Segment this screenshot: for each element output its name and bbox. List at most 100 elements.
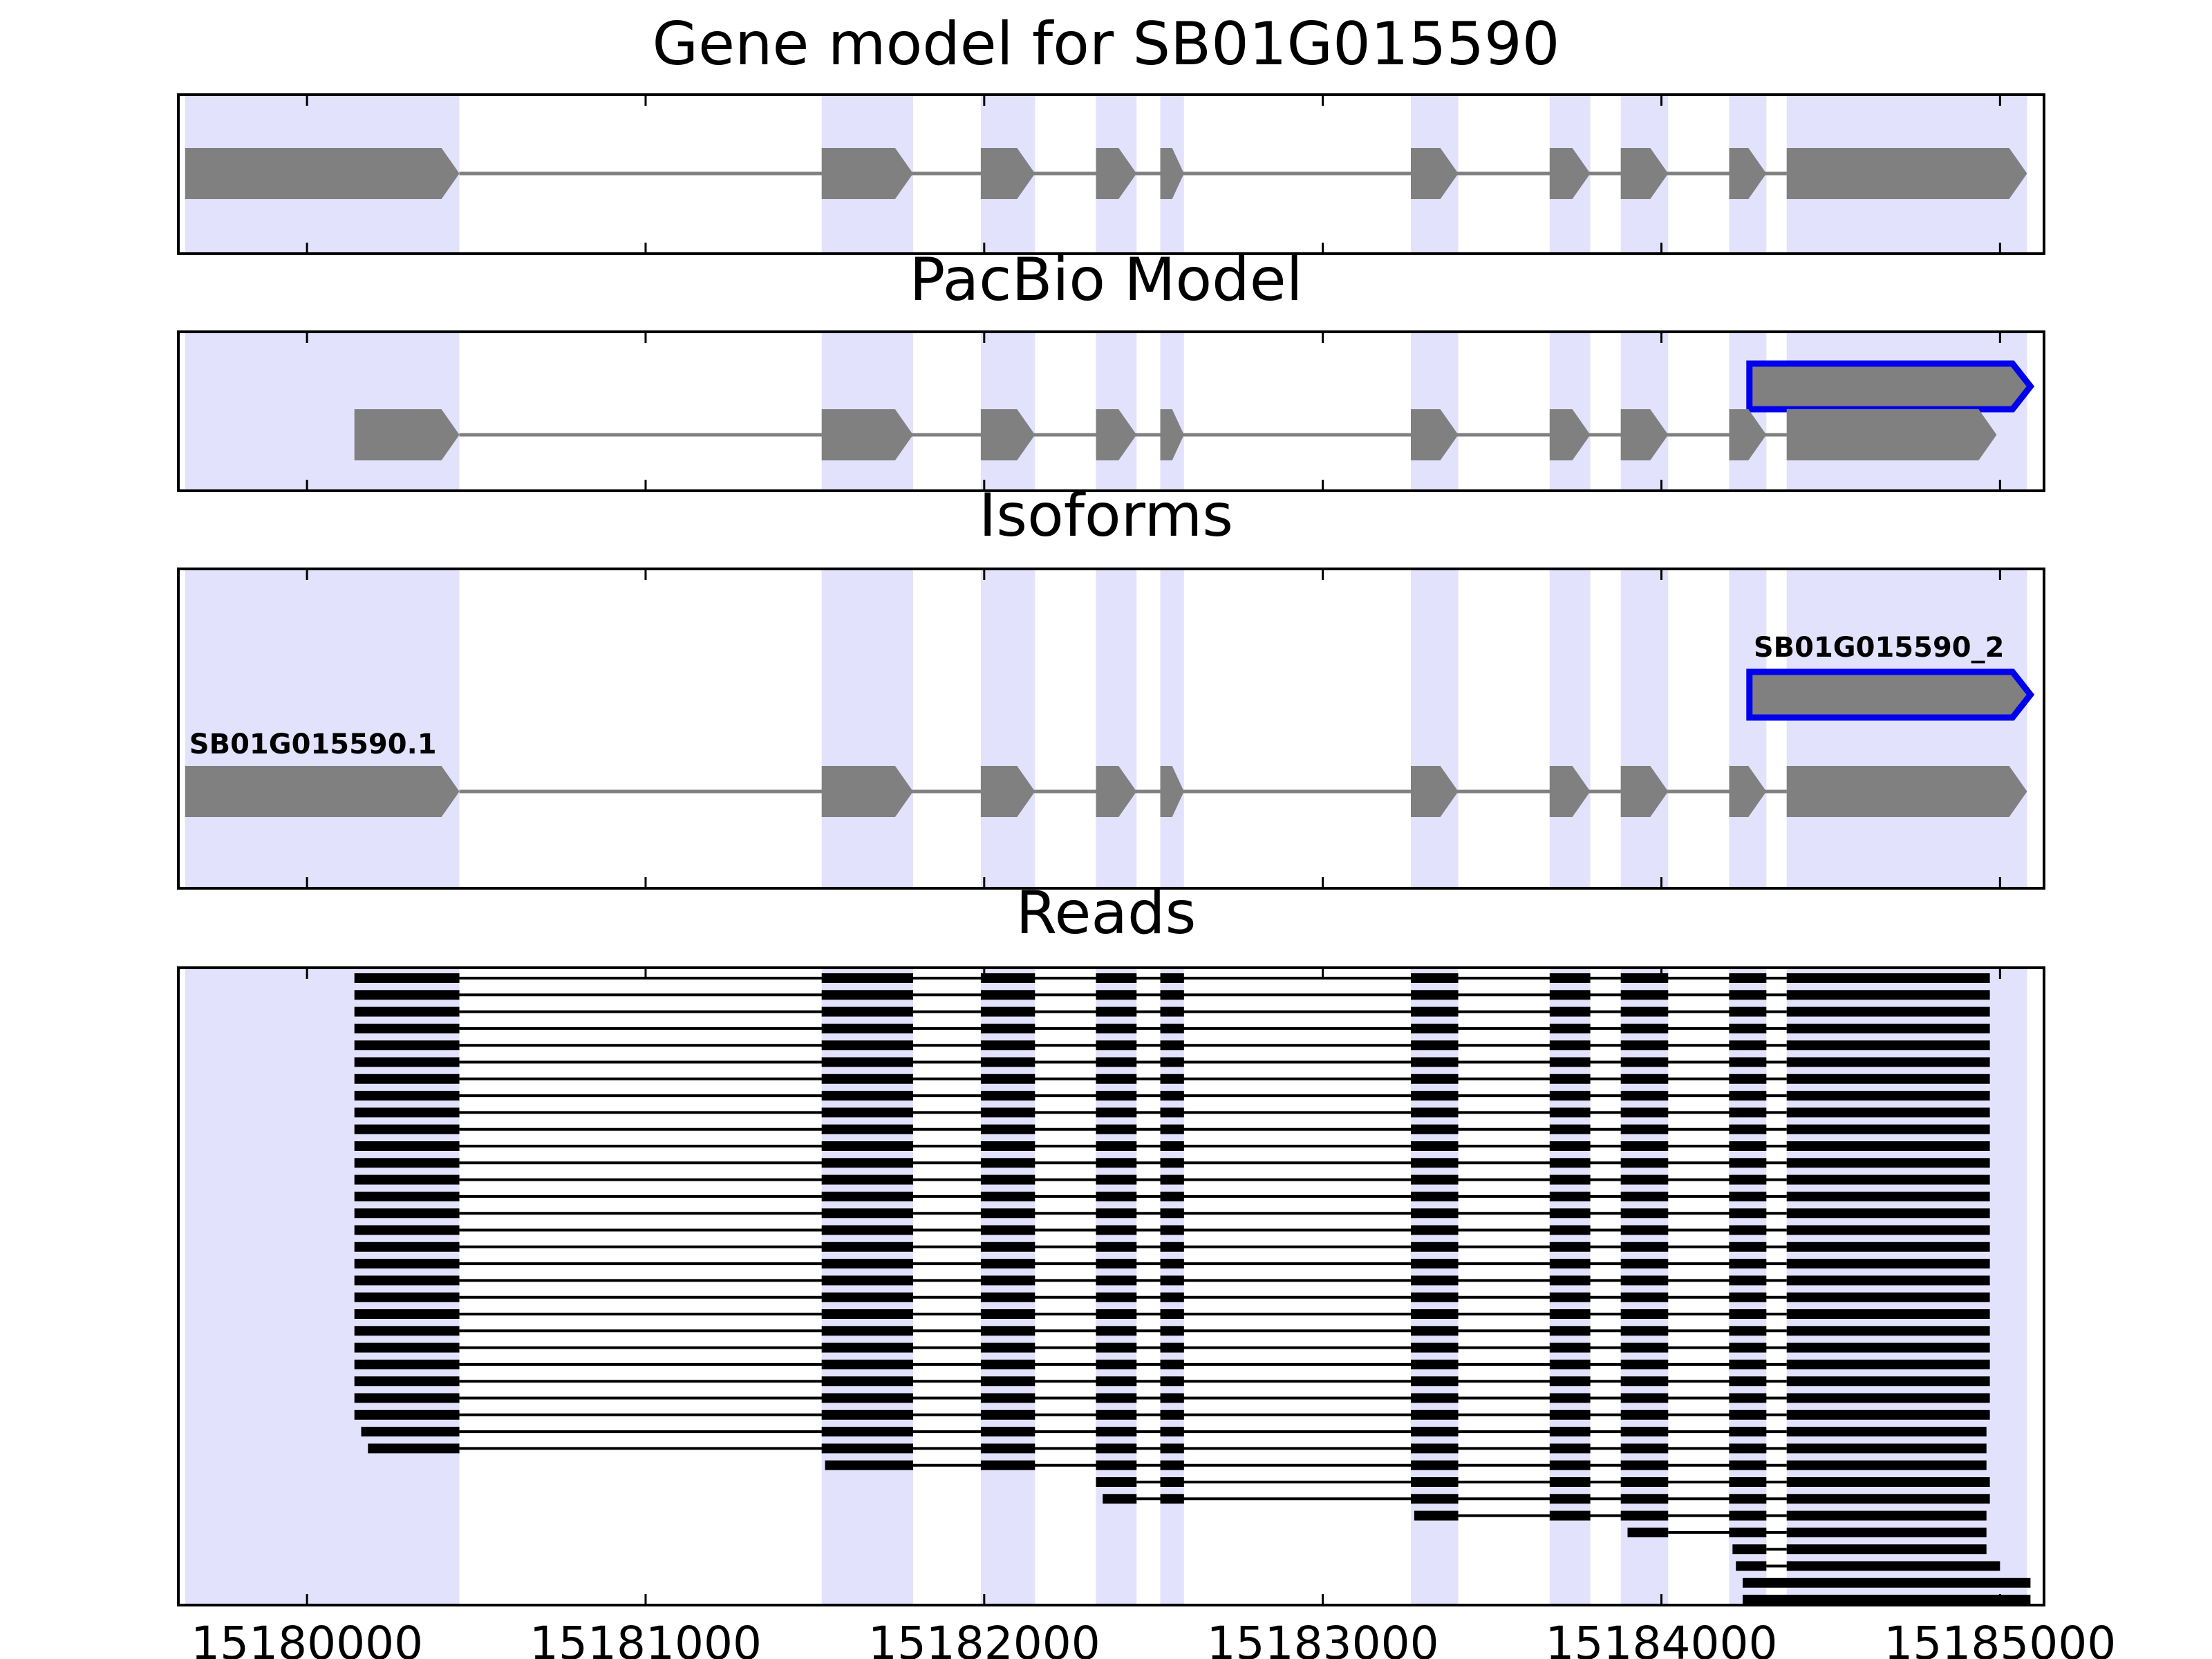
read-exon-block <box>1729 1141 1767 1151</box>
read-exon-block <box>1549 1376 1591 1387</box>
read-exon-block <box>1786 1309 1990 1319</box>
read-exon-block <box>1411 1023 1459 1033</box>
read-exon-block <box>980 1409 1035 1420</box>
exon-highlight-region <box>980 968 1035 1605</box>
read <box>354 1040 1990 1051</box>
read-exon-block <box>1549 1309 1591 1319</box>
read-exon-block <box>1729 1040 1767 1051</box>
read-exon-block <box>1549 1359 1591 1369</box>
read-exon-block <box>1096 1191 1137 1201</box>
read-exon-block <box>1620 1427 1669 1437</box>
exon-block <box>1786 766 2027 817</box>
read-exon-block <box>821 1057 913 1067</box>
highlight-regions <box>185 569 2027 888</box>
read-exon-block <box>1160 1376 1184 1387</box>
axes-frame <box>177 330 2045 492</box>
read-exon-block <box>1786 1527 1987 1537</box>
read-exon-block <box>1729 973 1767 983</box>
read-exon-block <box>1729 990 1767 1000</box>
read-exon-block <box>1411 1141 1459 1151</box>
read-exon-block <box>1096 1057 1137 1067</box>
read-exon-block <box>1729 1259 1767 1269</box>
panel-title-pacbio-model: PacBio Model <box>909 245 1302 315</box>
read <box>1732 1544 1987 1555</box>
read-exon-block <box>1411 1006 1459 1017</box>
read-exon-block <box>1160 1460 1184 1470</box>
exon-block <box>1096 409 1137 460</box>
read-exon-block <box>1729 1477 1767 1487</box>
read-exon-block <box>354 1241 460 1252</box>
read-exon-block <box>1786 1561 2000 1571</box>
read-exon-block <box>354 1259 460 1269</box>
read-exon-block <box>1620 1443 1669 1454</box>
read-exon-block <box>1549 1040 1591 1051</box>
read-exon-block <box>1786 1174 1990 1185</box>
read-exon-block <box>1627 1527 1669 1537</box>
read-exon-block <box>1620 1040 1669 1051</box>
read-exon-block <box>1411 1107 1459 1118</box>
read-exon-block <box>1729 1326 1767 1336</box>
read-exon-block <box>1620 1158 1669 1168</box>
read-exon-block <box>1729 1023 1767 1033</box>
read-exon-block <box>1549 1443 1591 1454</box>
read <box>354 1342 1990 1353</box>
read-exon-block <box>821 1141 913 1151</box>
read-exon-block <box>1729 1309 1767 1319</box>
read-exon-block <box>1160 1057 1184 1067</box>
read <box>354 1141 1990 1151</box>
read-exon-block <box>1411 1427 1459 1437</box>
read-exon-block <box>821 1427 913 1437</box>
track-pacbio-1 <box>354 409 1997 460</box>
read-exon-block <box>1160 1208 1184 1219</box>
read-exon-block <box>1743 1595 2031 1605</box>
read-exon-block <box>1411 1208 1459 1219</box>
read-exon-block <box>1411 1225 1459 1235</box>
read-exon-block <box>980 1376 1035 1387</box>
exon-block <box>1160 148 1184 199</box>
read-exon-block <box>1096 1376 1137 1387</box>
read-exon-block <box>980 1023 1035 1033</box>
read-exon-block <box>1411 1359 1459 1369</box>
read <box>368 1443 1987 1454</box>
panel-title-gene-model: Gene model for SB01G015590 <box>653 10 1560 79</box>
read-exon-block <box>1549 1208 1591 1219</box>
read-exon-block <box>1549 1057 1591 1067</box>
exon-highlight-region <box>821 968 913 1605</box>
read <box>354 1191 1990 1201</box>
exon-highlight-region <box>1786 569 2027 888</box>
read-exon-block <box>354 1275 460 1286</box>
read-exon-block <box>1786 1225 1990 1235</box>
read-exon-block <box>354 1091 460 1101</box>
read-exon-block <box>1620 1460 1669 1470</box>
exon-block <box>1746 668 2035 721</box>
read-exon-block <box>1786 1443 1987 1454</box>
read-exon-block <box>1620 1376 1669 1387</box>
read-exon-block <box>1786 1477 1990 1487</box>
read-exon-block <box>1096 1174 1137 1185</box>
panel-gene-model: Gene model for SB01G015590 <box>177 10 2045 255</box>
read-exon-block <box>821 1074 913 1084</box>
read-exon-block <box>1729 1409 1767 1420</box>
read-exon-block <box>1786 1460 1987 1470</box>
isoform-label: SB01G015590.1 <box>189 729 437 760</box>
read-exon-block <box>1743 1577 2031 1588</box>
read-exon-block <box>1786 1208 1990 1219</box>
read-exon-block <box>354 1359 460 1369</box>
read-exon-block <box>980 1342 1035 1353</box>
read-exon-block <box>1411 1174 1459 1185</box>
exon-block <box>1620 148 1669 199</box>
read-exon-block <box>821 1091 913 1101</box>
read-exon-block <box>1096 990 1137 1000</box>
read-exon-block <box>1096 1477 1137 1487</box>
read-exon-block <box>1411 1241 1459 1252</box>
read <box>354 1326 1990 1336</box>
read-exon-block <box>1729 1191 1767 1201</box>
read-exon-block <box>1729 1241 1767 1252</box>
read-exon-block <box>354 1057 460 1067</box>
read-exon-block <box>1786 1141 1990 1151</box>
read <box>354 1225 1990 1235</box>
axes-frame <box>177 966 2045 1606</box>
read-exon-block <box>980 990 1035 1000</box>
read <box>354 1057 1990 1067</box>
read-exon-block <box>1786 1376 1990 1387</box>
